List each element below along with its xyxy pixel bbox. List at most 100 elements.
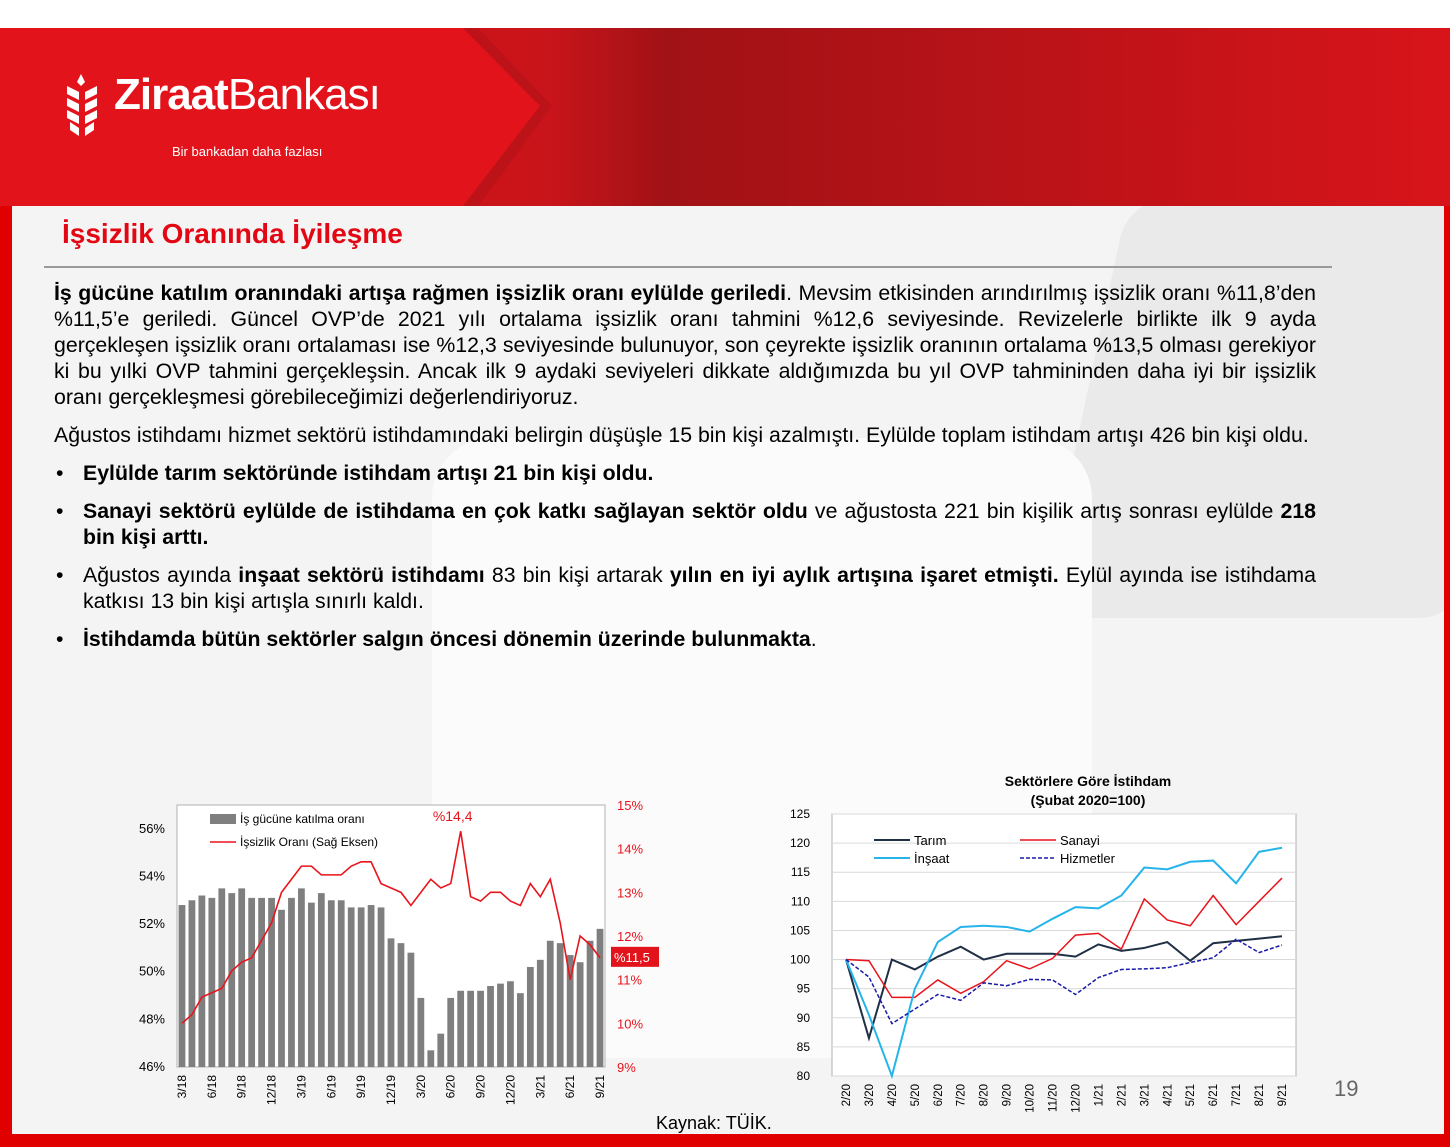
insaat-line <box>845 846 1283 1080</box>
tick-label: 10% <box>617 1016 643 1031</box>
bar <box>407 952 415 1067</box>
tick-label: 46% <box>139 1059 165 1074</box>
bar <box>307 902 315 1067</box>
bullet-list: • Eylülde tarım sektöründe istihdam artış… <box>54 460 1316 652</box>
hizmetler-line <box>845 938 1283 1025</box>
paragraph: İş gücüne katılım oranındaki artışa rağm… <box>54 281 1316 409</box>
bullet-icon: • <box>56 627 64 651</box>
bar <box>268 897 275 1067</box>
list-item: • Sanayi sektörü eylülde de istihdama en … <box>56 499 1317 549</box>
page-number: 19 <box>1334 1076 1359 1101</box>
bar <box>367 905 375 1067</box>
tick-label: 9/21 <box>593 1075 607 1099</box>
tick-label: 9/19 <box>354 1075 368 1099</box>
bar <box>208 897 216 1067</box>
tick-label: 54% <box>139 868 165 883</box>
tick-label: 120 <box>790 836 810 850</box>
bullet-icon: • <box>56 563 64 587</box>
bar <box>497 983 504 1067</box>
unemployment-line <box>181 831 601 1024</box>
bar <box>427 1050 435 1067</box>
bar <box>288 897 295 1067</box>
tick-label: 7/21 <box>1231 1084 1243 1106</box>
tick-label: 5/20 <box>910 1084 922 1106</box>
bar <box>536 959 544 1067</box>
bar <box>517 993 524 1067</box>
tick-label: 3/18 <box>175 1075 189 1099</box>
brand-tagline: Bir bankadan daha fazlası <box>172 144 323 159</box>
tick-label: 3/19 <box>294 1075 308 1099</box>
tick-label: 6/20 <box>933 1084 945 1106</box>
page-title: İşsizlik Oranında İyileşme <box>62 218 403 249</box>
bar <box>258 897 265 1067</box>
bullet-icon: • <box>56 499 64 523</box>
tick-label: 9% <box>617 1060 636 1075</box>
bar <box>596 928 604 1067</box>
last-value-box <box>611 946 659 967</box>
body-text: İş gücüne katılım oranındaki artışa rağm… <box>54 280 1316 664</box>
last-value-label: %11,5 <box>614 950 650 965</box>
legend-label: İnşaat <box>914 851 950 866</box>
tick-label: 9/21 <box>1277 1084 1289 1106</box>
tick-label: 10/20 <box>1025 1084 1037 1113</box>
tick-label: 80 <box>797 1069 811 1083</box>
tick-label: 11/20 <box>1048 1084 1060 1112</box>
bar <box>228 893 236 1067</box>
bar <box>178 905 186 1067</box>
bar <box>278 909 285 1067</box>
brand-name: ZiraatBankası <box>114 70 381 119</box>
bar <box>387 938 395 1067</box>
bar <box>347 907 355 1067</box>
sector-chart: 125 120 115 110 105 100 95 90 85 80 2/20 3/20 4/20 5… <box>780 806 1320 1129</box>
bar <box>417 997 425 1067</box>
chart-subtitle: (Şubat 2020=100) <box>1030 792 1146 808</box>
bar <box>327 900 335 1067</box>
tick-label: 5/21 <box>1185 1084 1197 1106</box>
bar <box>377 907 385 1067</box>
bar <box>238 888 246 1067</box>
tick-label: 115 <box>791 865 810 879</box>
bar <box>467 990 475 1067</box>
tick-label: 2/20 <box>841 1084 853 1106</box>
tick-label: 3/21 <box>1139 1084 1151 1106</box>
list-item: • Ağustos ayında inşaat sektörü istihdamı… <box>56 563 1316 613</box>
bar <box>248 897 256 1067</box>
source-note: Kaynak: TÜİK. <box>656 1113 772 1133</box>
tick-label: 8/20 <box>979 1084 991 1106</box>
list-item: • İstihdamda bütün sektörler salgın önces… <box>56 627 817 651</box>
bar <box>188 900 196 1067</box>
legend-label: Tarım <box>914 833 947 848</box>
paragraph: Ağustos istihdamı hizmet sektörü istihda… <box>54 423 1309 447</box>
legend: Tarım Sanayi İnşaat Hizmetler <box>874 833 1116 866</box>
tick-label: 13% <box>617 885 643 900</box>
tick-label: 8/21 <box>1254 1084 1266 1106</box>
tick-label: 85 <box>797 1040 811 1054</box>
tick-label: 7/20 <box>956 1084 968 1106</box>
tick-label: 1/21 <box>1093 1084 1105 1106</box>
tick-label: 15% <box>617 798 643 813</box>
tick-label: 6/18 <box>205 1075 219 1099</box>
tick-label: 110 <box>791 894 810 908</box>
bar <box>357 907 365 1067</box>
tick-label: 12% <box>617 929 643 944</box>
tick-label: 12/19 <box>384 1075 398 1105</box>
tick-label: 4/21 <box>1162 1084 1174 1106</box>
bar <box>576 962 584 1067</box>
bar <box>546 940 554 1067</box>
legend-label: İş gücüne katılma oranı <box>240 812 365 826</box>
bullet-icon: • <box>56 461 64 485</box>
tick-label: 12/20 <box>503 1075 517 1105</box>
tick-label: 95 <box>797 982 811 996</box>
tick-label: 4/20 <box>887 1084 899 1106</box>
list-item: • Eylülde tarım sektöründe istihdam artış… <box>56 461 654 485</box>
tick-label: 52% <box>139 916 165 931</box>
tick-label: 11% <box>617 973 642 988</box>
tick-label: 6/21 <box>563 1075 577 1099</box>
legend-label: İşsizlik Oranı (Sağ Eksen) <box>240 835 378 849</box>
wheat-logo-icon <box>67 74 97 136</box>
bar <box>566 955 574 1067</box>
tick-label: 6/19 <box>324 1075 338 1099</box>
labor-chart: 46% 48% 50% 52% 54% 56% 9% 10% 11% 12% 13% 14% 15% … <box>120 790 680 1125</box>
tick-label: 9/18 <box>235 1075 249 1099</box>
bar <box>397 943 405 1067</box>
